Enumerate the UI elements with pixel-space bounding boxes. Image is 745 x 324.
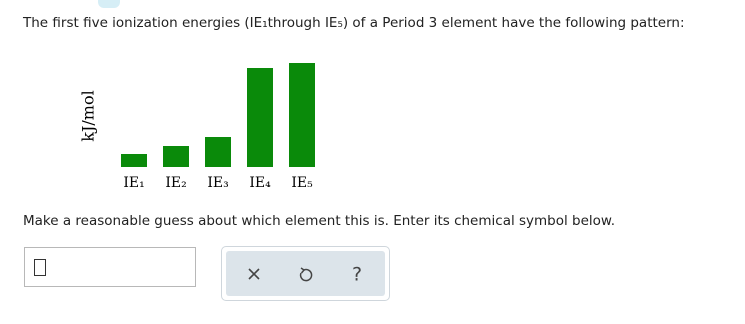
text-cursor xyxy=(34,259,46,276)
buttons: ? xyxy=(248,264,362,286)
button-panel: ? xyxy=(221,246,390,301)
button-panel-inner: ? xyxy=(226,251,385,296)
x-tick-label: IE₂ xyxy=(165,175,186,191)
x-tick-label: IE₁ xyxy=(123,175,144,191)
bar xyxy=(247,68,273,167)
bar xyxy=(205,137,231,167)
question-intro: The first five ionization energies (IE₁t… xyxy=(23,15,685,31)
answer-input[interactable] xyxy=(24,247,196,287)
x-tick-label: IE₄ xyxy=(249,175,271,191)
bar xyxy=(163,146,189,167)
bar xyxy=(121,154,147,167)
tab[interactable] xyxy=(98,0,120,8)
x-tick-label: IE₅ xyxy=(291,175,313,191)
x-tick-label: IE₃ xyxy=(207,175,228,191)
question-prompt: Make a reasonable guess about which elem… xyxy=(23,213,616,229)
clear-button[interactable] xyxy=(248,268,260,280)
undo-button[interactable] xyxy=(299,267,313,282)
bar xyxy=(289,63,315,167)
help-button[interactable]: ? xyxy=(352,264,362,286)
y-axis-label: kJ/mol xyxy=(79,90,98,141)
chart: kJ/mol IE₁ IE₂ IE₃ IE₄ IE₅ xyxy=(79,63,315,191)
